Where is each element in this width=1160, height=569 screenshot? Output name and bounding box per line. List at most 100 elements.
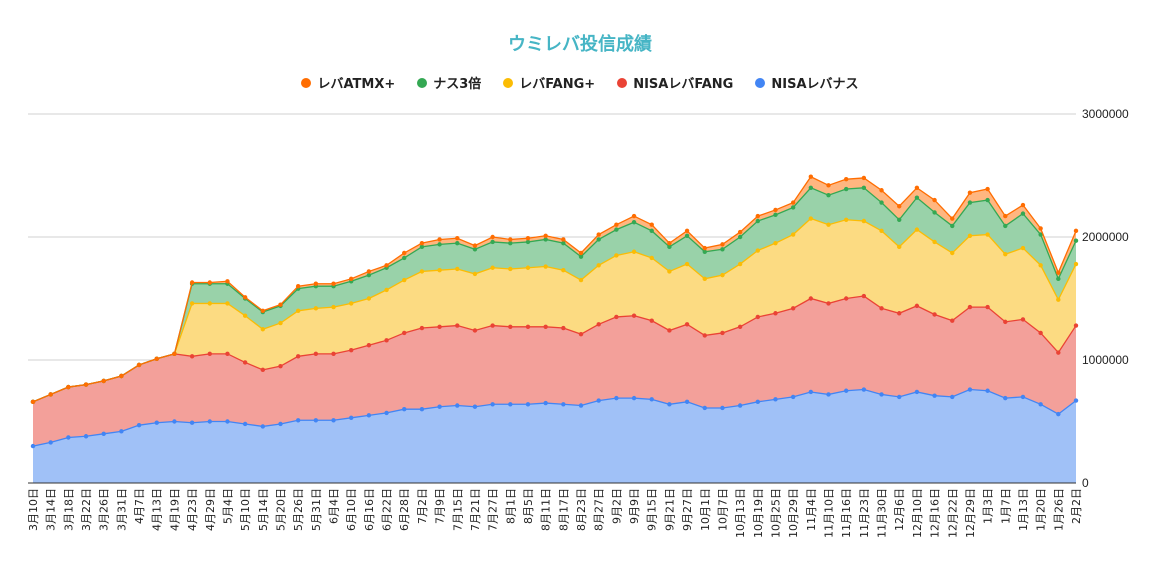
data-point-series-4 [1020, 202, 1026, 208]
data-point-series-2 [950, 250, 955, 256]
data-point-series-0 [684, 399, 690, 405]
data-point-series-2 [614, 253, 619, 258]
data-point-series-0 [136, 422, 142, 428]
x-tick-label: 5月20日 [274, 488, 287, 531]
data-point-series-0 [225, 419, 230, 424]
legend-item-atmx[interactable]: レバATMX+ [301, 73, 395, 92]
data-point-series-0 [967, 387, 973, 392]
legend-label: NISAレバナス [771, 77, 859, 92]
x-tick-label: 8月23日 [575, 488, 588, 531]
data-point-series-2 [207, 301, 212, 306]
data-point-series-2 [189, 301, 195, 306]
x-tick-label: 10月19日 [752, 488, 765, 538]
data-point-series-4 [225, 279, 230, 284]
data-point-series-1 [490, 323, 495, 328]
data-point-series-1 [402, 330, 407, 336]
data-point-series-4 [790, 200, 796, 205]
data-point-series-1 [508, 324, 513, 329]
data-point-series-1 [1020, 317, 1026, 322]
data-point-series-0 [525, 402, 531, 407]
legend-item-nas3[interactable]: ナス3倍 [417, 73, 481, 92]
data-point-series-4 [30, 399, 36, 405]
data-point-series-4 [561, 237, 566, 242]
y-tick-label: 0 [1082, 476, 1089, 490]
line-series-0 [32, 388, 1077, 447]
data-point-series-4 [702, 245, 707, 251]
data-point-series-1 [384, 338, 389, 343]
area-series-1 [33, 296, 1076, 447]
data-point-series-2 [720, 272, 725, 278]
data-point-series-2 [543, 264, 548, 269]
x-tick-label: 9月9日 [628, 488, 641, 524]
data-point-series-4 [366, 269, 372, 274]
area-series-0 [33, 389, 1076, 483]
data-point-series-3 [1003, 223, 1008, 229]
data-point-series-1 [472, 328, 478, 333]
data-point-series-4 [472, 243, 478, 248]
x-tick-label: 6月4日 [328, 488, 341, 524]
data-point-series-0 [30, 443, 36, 449]
data-point-series-0 [861, 387, 867, 392]
x-tick-label: 7月27日 [487, 488, 500, 531]
data-point-series-4 [419, 240, 425, 246]
data-point-series-4 [649, 222, 654, 227]
x-tick-label: 1月7日 [999, 488, 1012, 524]
legend-item-fang[interactable]: レバFANG+ [503, 73, 595, 92]
x-tick-label: 9月2日 [610, 488, 623, 524]
data-point-series-2 [525, 265, 531, 270]
data-point-series-0 [207, 419, 212, 424]
data-point-series-3 [790, 205, 796, 210]
data-point-series-2 [914, 227, 920, 232]
x-tick-label: 6月22日 [381, 488, 394, 531]
data-point-series-4 [278, 302, 283, 307]
data-point-series-1 [897, 311, 902, 316]
data-point-series-4 [349, 276, 354, 282]
data-point-series-3 [702, 249, 707, 254]
legend-item-nisa-nas[interactable]: NISAレバナス [755, 73, 859, 92]
data-point-series-4 [172, 351, 177, 357]
data-point-series-2 [967, 233, 973, 238]
x-tick-label: 4月19日 [168, 488, 181, 531]
data-point-series-2 [331, 304, 336, 310]
data-point-series-2 [755, 248, 760, 253]
data-point-series-1 [773, 311, 778, 316]
x-tick-label: 6月28日 [398, 488, 411, 531]
data-point-series-4 [119, 373, 124, 379]
data-point-series-4 [667, 240, 672, 246]
data-point-series-0 [119, 429, 124, 434]
data-point-series-2 [419, 269, 425, 274]
data-point-series-0 [985, 388, 990, 393]
data-point-series-1 [985, 304, 990, 310]
data-point-series-4 [543, 233, 548, 238]
legend-item-nisa-fang[interactable]: NISAレバFANG [617, 73, 733, 92]
data-point-series-2 [1020, 245, 1026, 251]
data-point-series-4 [614, 222, 619, 227]
x-tick-label: 1月3日 [982, 488, 995, 524]
data-point-series-1 [1056, 350, 1061, 355]
data-point-series-3 [684, 233, 690, 238]
data-point-series-0 [773, 397, 778, 402]
data-point-series-2 [295, 308, 301, 313]
data-point-series-1 [543, 324, 548, 329]
data-point-series-4 [985, 186, 990, 192]
data-point-series-1 [932, 312, 937, 317]
data-point-series-1 [242, 360, 248, 365]
x-tick-label: 1月20日 [1035, 488, 1048, 531]
data-point-series-2 [667, 269, 672, 274]
data-point-series-2 [578, 277, 584, 283]
data-point-series-4 [950, 216, 955, 221]
data-point-series-2 [384, 287, 389, 293]
data-point-series-1 [295, 354, 301, 359]
data-point-series-2 [684, 261, 690, 267]
data-point-series-2 [349, 301, 354, 306]
data-point-series-0 [48, 440, 53, 445]
data-point-series-1 [260, 367, 266, 373]
data-point-series-1 [702, 333, 707, 338]
data-point-series-2 [1056, 297, 1061, 302]
data-point-series-4 [826, 183, 831, 188]
line-series-1 [32, 295, 1077, 403]
data-point-series-3 [667, 244, 672, 250]
data-point-series-0 [242, 421, 248, 427]
x-tick-label: 10月7日 [716, 488, 729, 531]
x-tick-label: 8月5日 [522, 488, 535, 524]
